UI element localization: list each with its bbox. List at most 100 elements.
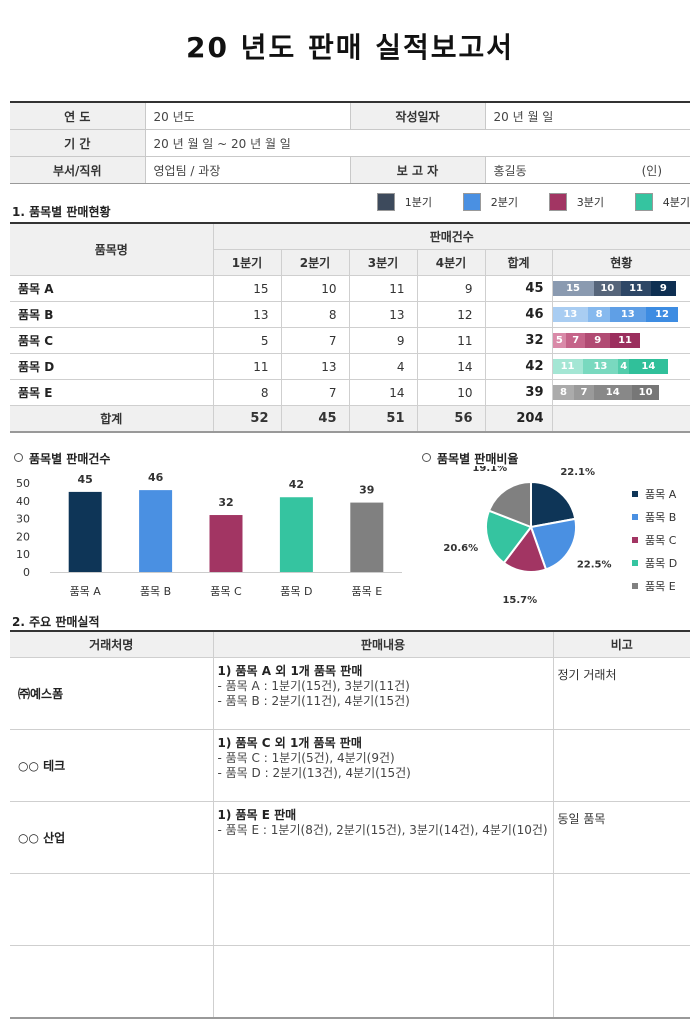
legend-label: 4분기 bbox=[662, 196, 690, 209]
deal-title: 1) 품목 C 외 1개 품목 판매 bbox=[217, 736, 362, 750]
quarter-count: 10 bbox=[281, 275, 350, 302]
legend-item: 4분기 bbox=[604, 193, 690, 211]
status-segment: 4 bbox=[618, 359, 630, 374]
table-row: 품목 A 15 10 11 9 45 15 10 11 9 bbox=[10, 275, 691, 302]
table-row: ○○ 테크 1) 품목 C 외 1개 품목 판매 - 품목 C : 1분기(5건),… bbox=[10, 729, 690, 802]
status-stacked-bar: 5 7 9 11 bbox=[552, 333, 691, 348]
legend-swatch bbox=[376, 193, 395, 211]
report-title: 20 년도 판매 실적보고서 bbox=[185, 31, 515, 64]
bar-chart-title: 품목별 판매건수 bbox=[14, 450, 110, 467]
dept-label: 부서/직위 bbox=[10, 156, 146, 184]
col-quarter: 1분기 bbox=[213, 249, 282, 276]
quarter-count: 9 bbox=[417, 275, 486, 302]
item-sum: 46 bbox=[485, 301, 553, 328]
status-cell: 5 7 9 11 bbox=[552, 327, 691, 354]
legend-item: 2분기 bbox=[432, 193, 518, 211]
pie-chart-title-text: 품목별 판매비율 bbox=[437, 452, 519, 466]
deal-line: - 품목 D : 2분기(13건), 4분기(15건) bbox=[217, 766, 411, 780]
dept-value[interactable]: 영업팀 / 과장 bbox=[145, 156, 351, 184]
quarter-count: 7 bbox=[281, 379, 350, 406]
legend-label: 2분기 bbox=[490, 196, 518, 209]
deals-header-row: 거래처명 판매내용 비고 bbox=[10, 631, 690, 658]
status-cell: 8 7 14 10 bbox=[552, 379, 691, 406]
y-tick-label: 10 bbox=[16, 548, 30, 561]
quarter-count: 15 bbox=[213, 275, 282, 302]
deal-line: - 품목 B : 2분기(11건), 4분기(15건) bbox=[217, 694, 410, 708]
quarter-count: 10 bbox=[417, 379, 486, 406]
status-segment: 11 bbox=[620, 281, 652, 296]
status-segment: 14 bbox=[593, 385, 632, 400]
item-sum: 42 bbox=[485, 353, 553, 380]
deal-note[interactable]: 동일 품목 bbox=[553, 801, 690, 874]
bar-value-label: 42 bbox=[289, 478, 304, 491]
x-tick-label: 품목 A bbox=[70, 585, 102, 598]
client-name[interactable]: ○○ 테크 bbox=[10, 729, 214, 802]
info-table: 연 도 20 년도 작성일자 20 년 월 일 기 간 20 년 월 일 ~ 2… bbox=[10, 101, 690, 184]
sales-header-row: 1분기 2분기 3분기 4분기 합계 현황 bbox=[10, 249, 691, 276]
item-name: 품목 E bbox=[10, 379, 214, 406]
deal-note[interactable] bbox=[553, 873, 690, 946]
client-name[interactable]: ㈜예스폼 bbox=[10, 657, 214, 730]
deal-note[interactable]: 정기 거래처 bbox=[553, 657, 690, 730]
col-note: 비고 bbox=[553, 631, 690, 658]
deal-content[interactable] bbox=[213, 873, 554, 946]
deal-note[interactable] bbox=[553, 945, 690, 1019]
bar-value-label: 46 bbox=[148, 471, 164, 484]
legend-item: 1분기 bbox=[346, 193, 432, 211]
total-label: 합계 bbox=[10, 405, 214, 433]
period-label: 기 간 bbox=[10, 129, 146, 157]
quarter-count: 8 bbox=[281, 301, 350, 328]
bar-chart-title-text: 품목별 판매건수 bbox=[29, 452, 111, 466]
status-segment: 13 bbox=[582, 359, 619, 374]
client-name[interactable]: ○○ 산업 bbox=[10, 801, 214, 874]
pie-value-label: 22.5% bbox=[577, 560, 612, 571]
reporter-cell[interactable]: 홍길동 (인) bbox=[485, 156, 690, 184]
bar bbox=[279, 497, 313, 572]
deal-content[interactable]: 1) 품목 E 판매 - 품목 E : 1분기(8건), 2분기(15건), 3분… bbox=[213, 801, 554, 874]
col-quarter: 2분기 bbox=[281, 249, 350, 276]
quarter-count: 9 bbox=[349, 327, 418, 354]
table-row bbox=[10, 873, 690, 946]
pie-legend-item: 품목 A bbox=[632, 482, 677, 505]
pie-legend-swatch bbox=[632, 582, 638, 589]
status-segment: 10 bbox=[593, 281, 621, 296]
pie-legend-label: 품목 D bbox=[645, 556, 678, 570]
reporter-value: 홍길동 bbox=[493, 163, 527, 178]
deal-content[interactable]: 1) 품목 A 외 1개 품목 판매 - 품목 A : 1분기(15건), 3분기… bbox=[213, 657, 554, 730]
pie-value-label: 20.6% bbox=[443, 543, 478, 554]
bar-value-label: 45 bbox=[78, 473, 93, 486]
table-row: 품목 D 11 13 4 14 42 11 13 4 14 bbox=[10, 353, 691, 380]
total-status bbox=[552, 405, 691, 433]
item-sum: 39 bbox=[485, 379, 553, 406]
deals-table: 거래처명 판매내용 비고 ㈜예스폼 1) 품목 A 외 1개 품목 판매 - 품목 A :… bbox=[10, 630, 690, 1019]
quarter-count: 11 bbox=[349, 275, 418, 302]
deal-line: - 품목 E : 1분기(8건), 2분기(15건), 3분기(14건), 4분… bbox=[217, 823, 548, 837]
status-stacked-bar: 15 10 11 9 bbox=[552, 281, 691, 296]
status-segment: 7 bbox=[574, 385, 594, 400]
date-value[interactable]: 20 년 월 일 bbox=[485, 102, 690, 130]
status-stacked-bar: 11 13 4 14 bbox=[552, 359, 691, 374]
quarter-count: 14 bbox=[349, 379, 418, 406]
legend-item: 3분기 bbox=[518, 193, 604, 211]
table-row bbox=[10, 945, 690, 1019]
x-tick-label: 품목 D bbox=[280, 585, 312, 598]
deal-content[interactable]: 1) 품목 C 외 1개 품목 판매 - 품목 C : 1분기(5건), 4분기(… bbox=[213, 729, 554, 802]
bar bbox=[350, 502, 384, 572]
year-value[interactable]: 20 년도 bbox=[145, 102, 351, 130]
deal-content[interactable] bbox=[213, 945, 554, 1019]
deal-note[interactable] bbox=[553, 729, 690, 802]
total-quarter: 51 bbox=[349, 405, 418, 433]
client-name[interactable] bbox=[10, 873, 214, 946]
sales-table: 품목명 판매건수 1분기 2분기 3분기 4분기 합계 현황 품목 A 15 10 11 9 45 15 10… bbox=[10, 222, 691, 433]
legend-swatch bbox=[462, 193, 481, 211]
col-client: 거래처명 bbox=[10, 631, 214, 658]
period-value[interactable]: 20 년 월 일 ~ 20 년 월 일 bbox=[145, 129, 690, 157]
deal-line: - 품목 A : 1분기(15건), 3분기(11건) bbox=[217, 679, 410, 693]
status-segment: 8 bbox=[552, 385, 575, 400]
quarter-count: 8 bbox=[213, 379, 282, 406]
pie-legend-item: 품목 D bbox=[632, 551, 677, 574]
pie-legend-label: 품목 A bbox=[645, 487, 677, 501]
client-name[interactable] bbox=[10, 945, 214, 1019]
seal-mark: (인) bbox=[641, 163, 662, 178]
pie-chart: 22.1% 22.5% 15.7% 20.6% 19.1% bbox=[443, 466, 612, 606]
